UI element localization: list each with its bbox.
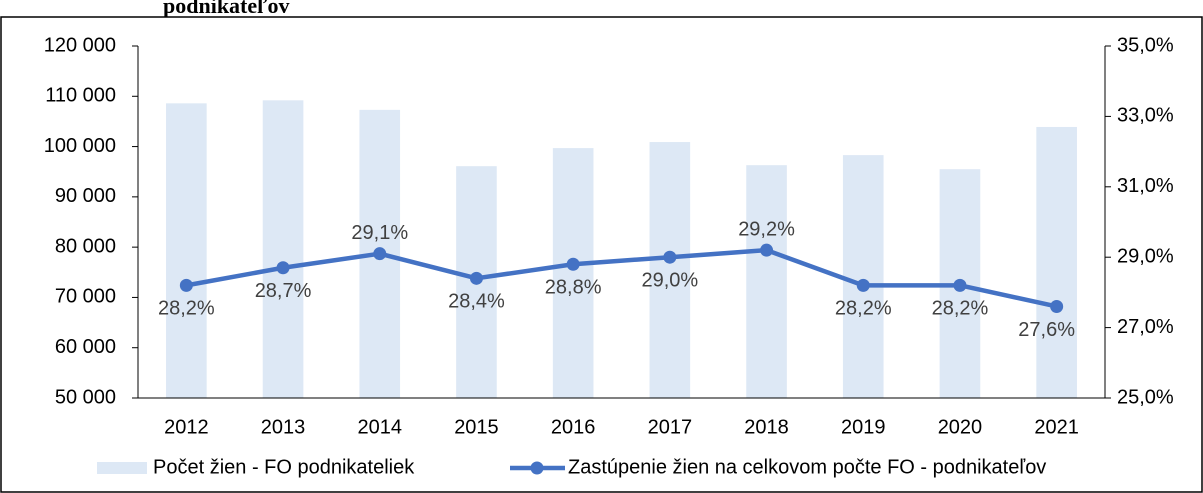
- data-label: 28,2%: [835, 298, 892, 320]
- y-tick-label: 110 000: [45, 85, 116, 107]
- x-tick-label: 2019: [841, 416, 886, 438]
- data-label: 28,8%: [545, 277, 602, 299]
- x-tick-label: 2012: [164, 416, 209, 438]
- data-label: 28,2%: [932, 298, 989, 320]
- bar: [746, 165, 787, 398]
- x-tick-label: 2015: [454, 416, 499, 438]
- line-marker: [276, 261, 290, 275]
- y-tick-label: 90 000: [55, 185, 116, 207]
- line: [185, 247, 1058, 309]
- data-label: 28,2%: [158, 298, 215, 320]
- bar: [262, 100, 304, 399]
- line-marker: [566, 257, 580, 271]
- y2-tick-label: 25,0%: [1117, 386, 1174, 408]
- line-marker: [953, 278, 967, 292]
- legend-swatch-marker: [530, 461, 544, 475]
- data-label: 27,6%: [1018, 319, 1075, 341]
- data-label: 29,2%: [738, 218, 795, 240]
- y-tick-label: 50 000: [55, 386, 116, 408]
- frame: [0, 16, 1203, 493]
- x-tick-label: 2018: [744, 416, 789, 438]
- x-tick-label: 2017: [648, 416, 693, 438]
- line-marker: [179, 278, 193, 292]
- data-label: 28,4%: [448, 291, 505, 313]
- line-marker: [1050, 299, 1064, 313]
- y2-tick-label: 33,0%: [1117, 105, 1174, 127]
- legend-swatch: [97, 462, 147, 474]
- bar: [166, 103, 207, 398]
- y2-tick-label: 35,0%: [1117, 34, 1174, 56]
- data-label: 29,1%: [351, 222, 408, 244]
- bar: [842, 155, 884, 398]
- bar: [552, 148, 594, 398]
- y2-tick-label: 31,0%: [1117, 175, 1174, 197]
- y-tick-label: 80 000: [55, 235, 116, 257]
- chart-title: podnikateľov: [163, 0, 289, 18]
- y2-tick-label: 27,0%: [1117, 316, 1174, 338]
- line-marker: [856, 278, 870, 292]
- data-label: 29,0%: [641, 269, 698, 291]
- y-tick-label: 60 000: [55, 336, 116, 358]
- bar: [1036, 126, 1077, 399]
- y-tick-label: 100 000: [44, 135, 116, 157]
- legend-label: Počet žien - FO podnikateliek: [153, 456, 415, 478]
- x-tick-label: 2016: [551, 416, 596, 438]
- y-tick-label: 70 000: [55, 286, 116, 308]
- line-marker: [663, 250, 677, 264]
- bar: [649, 142, 691, 398]
- line-marker: [373, 247, 387, 261]
- line-marker: [469, 271, 483, 285]
- data-label: 28,7%: [255, 280, 312, 302]
- x-tick-label: 2021: [1034, 416, 1079, 438]
- x-tick-label: 2013: [261, 416, 306, 438]
- x-tick-label: 2014: [358, 416, 403, 438]
- x-tick-label: 2020: [938, 416, 983, 438]
- y-tick-label: 120 000: [44, 34, 116, 56]
- legend-label: Zastúpenie žien na celkovom počte FO - p…: [568, 456, 1046, 478]
- line-marker: [760, 243, 774, 257]
- y2-tick-label: 29,0%: [1117, 245, 1174, 267]
